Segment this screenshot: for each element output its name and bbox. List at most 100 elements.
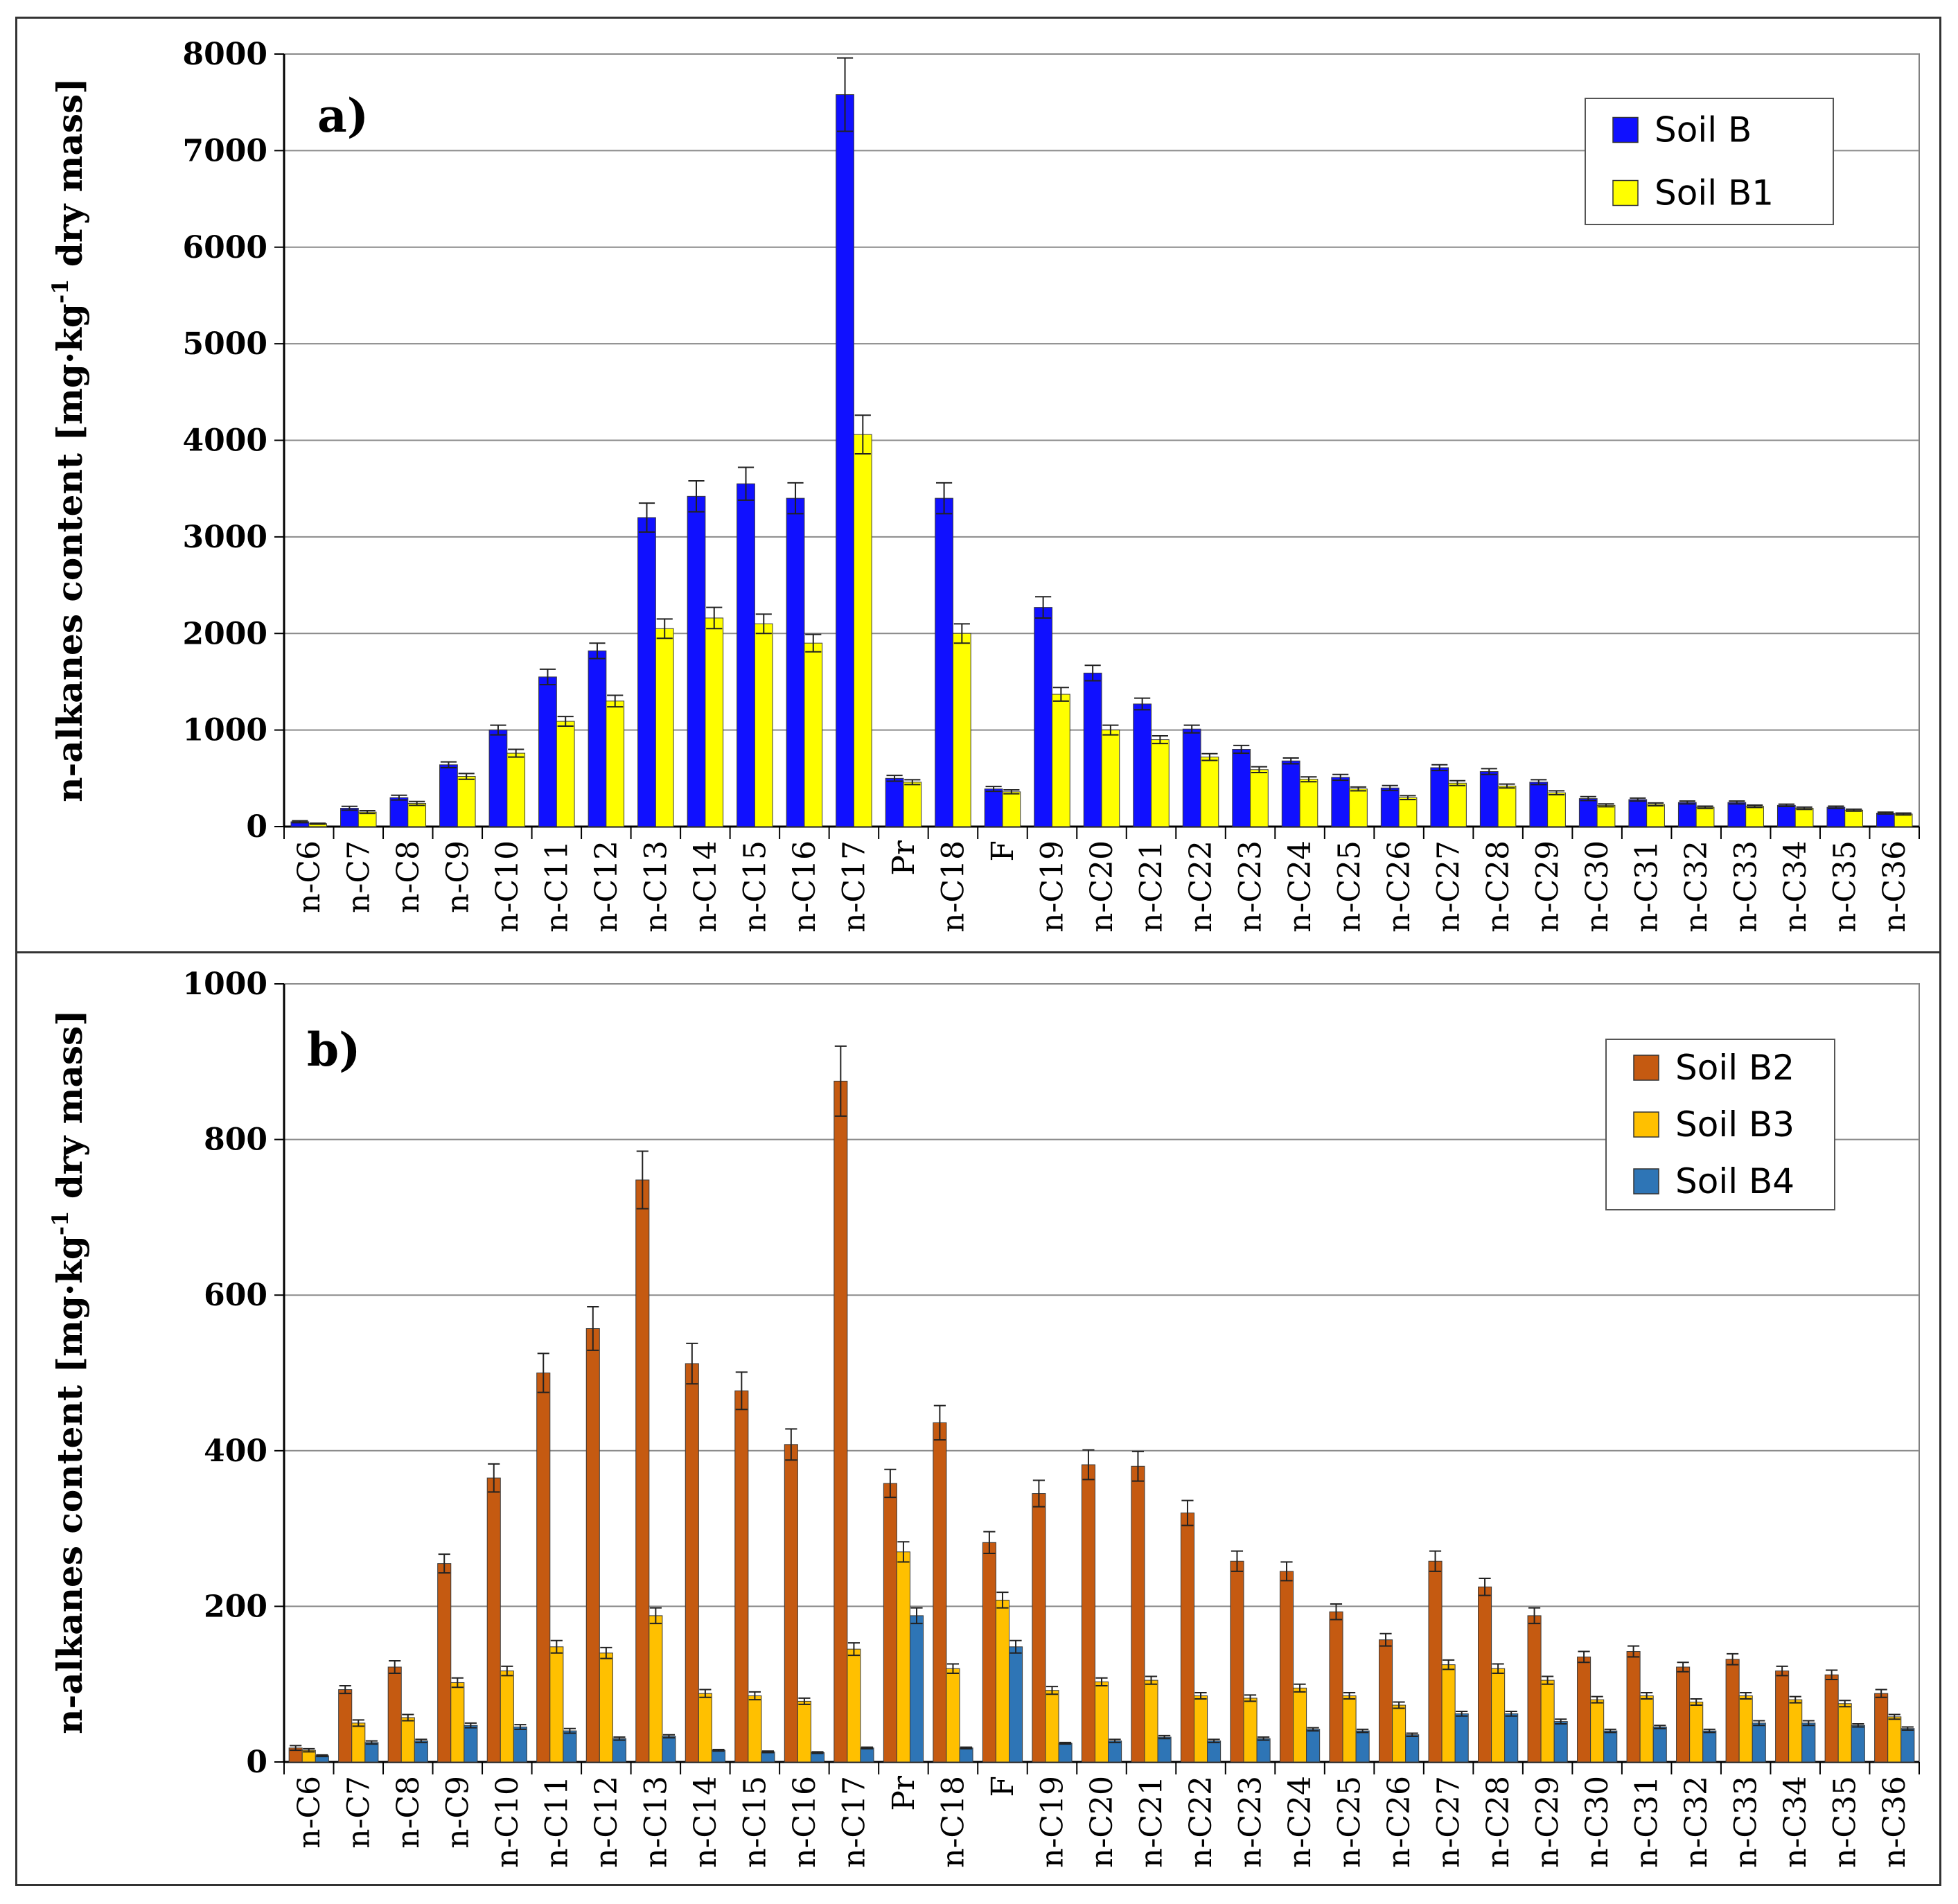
x-tick-label: n-C34 [1778,1776,1813,1868]
bar-soil-b [935,497,953,827]
bar-soil-b2 [933,1422,947,1763]
bar-soil-b2 [1230,1560,1244,1763]
bar-soil-b1 [903,782,922,827]
bar-soil-b1 [1051,694,1070,827]
bar-soil-b3 [351,1722,366,1763]
x-tick-label: n-C32 [1679,1776,1714,1868]
x-tick-label: n-C31 [1630,1776,1665,1868]
x-tick-label: n-C30 [1580,840,1615,933]
bar-soil-b2 [536,1373,551,1763]
y-tick-label: 1000 [183,967,267,1002]
x-tick-label: n-C22 [1183,1776,1219,1868]
bar-soil-b [1876,812,1895,827]
x-tick-label: n-C25 [1332,840,1368,933]
y-tick-label: 5000 [183,326,267,362]
x-tick-label: n-C9 [440,1776,475,1849]
bar-soil-b1 [1200,757,1219,827]
x-tick-label: n-C30 [1580,1776,1615,1868]
bar-soil-b2 [1676,1666,1691,1763]
x-tick-label: n-C6 [292,840,327,913]
bar-soil-b4 [1702,1730,1717,1763]
x-tick-label: n-C19 [1034,840,1070,933]
x-tick-label: n-C26 [1382,840,1417,933]
x-tick-label: n-C23 [1233,840,1269,933]
y-axis-label-superscript: -1 [47,1211,73,1236]
bar-soil-b2 [338,1689,353,1763]
x-tick-label: n-C20 [1084,1776,1120,1868]
bar-soil-b2 [1775,1671,1790,1763]
x-tick-label: n-C19 [1034,1776,1070,1868]
bar-soil-b4 [1009,1646,1023,1763]
bar-soil-b3 [748,1695,762,1763]
bar-soil-b2 [1478,1586,1492,1763]
bar-soil-b1 [1151,739,1170,827]
bar-soil-b3 [797,1700,811,1763]
x-tick-label: n-C36 [1877,840,1912,933]
x-tick-label: n-C31 [1630,840,1665,933]
bar-soil-b4 [1306,1729,1321,1763]
bar-soil-b1 [1250,769,1269,827]
x-tick-label: n-C28 [1481,1776,1516,1868]
y-tick-label: 1000 [183,713,267,748]
y-tick-label: 0 [246,809,267,845]
bar-soil-b1 [853,434,872,827]
x-tick-label: n-C11 [539,1776,574,1868]
x-tick-label: n-C17 [836,1776,872,1868]
bar-soil-b1 [1745,806,1764,827]
bar-soil-b1 [1101,730,1120,827]
bar-soil-b3 [946,1668,960,1763]
bar-soil-b4 [662,1736,676,1763]
bar-soil-b2 [784,1444,798,1763]
bar-soil-b3 [1392,1704,1406,1763]
y-tick-label: 2000 [183,616,267,651]
x-tick-label: n-C20 [1084,840,1120,933]
x-tick-label: n-C12 [589,1776,624,1868]
bar-soil-b3 [847,1648,861,1763]
x-tick-label: n-C24 [1282,840,1318,933]
bar-soil-b [1331,777,1350,827]
bar-soil-b1 [1349,788,1368,827]
bar-soil-b2 [1874,1693,1889,1763]
x-tick-label: n-C18 [935,1776,971,1868]
x-tick-label: n-C33 [1729,840,1764,933]
bar-soil-b3 [1243,1698,1258,1763]
bar-soil-b1 [1646,804,1665,827]
bar-soil-b [1034,607,1052,827]
bar-soil-b4 [1405,1734,1420,1763]
x-tick-label: n-C10 [490,1776,525,1868]
bar-soil-b [885,777,904,827]
bar-soil-b4 [909,1615,924,1763]
x-tick-label: n-C13 [638,1776,673,1868]
bar-soil-b2 [437,1563,452,1763]
bar-soil-b [1826,806,1846,827]
bar-soil-b3 [1788,1699,1803,1763]
bar-soil-b1 [952,633,971,827]
bar-soil-b2 [1428,1560,1443,1763]
legend-label: Soil B1 [1655,173,1774,213]
bar-soil-b3 [1837,1703,1852,1763]
bar-soil-b [1578,798,1598,827]
bar-soil-b1 [1002,791,1021,827]
y-tick-label: 0 [246,1745,267,1780]
x-tick-label: n-C15 [737,840,773,933]
x-tick-label: n-C11 [539,840,574,933]
x-tick-label: n-C21 [1134,1776,1170,1868]
bar-soil-b3 [1293,1687,1307,1763]
bar-soil-b4 [464,1725,478,1763]
bar-soil-b [1380,787,1400,827]
bar-soil-b4 [1157,1736,1172,1763]
x-tick-label: n-C14 [688,1776,723,1868]
bar-soil-b4 [1900,1728,1915,1763]
panel-label: b) [307,1023,360,1077]
x-tick-label: n-C27 [1431,1776,1467,1868]
x-tick-label: n-C6 [292,1776,327,1849]
bar-soil-b2 [1577,1656,1591,1763]
bar-soil-b2 [1180,1513,1194,1763]
bar-soil-b4 [612,1738,626,1763]
bar-soil-b1 [1448,782,1467,827]
x-tick-label: n-C15 [737,1776,773,1868]
legend-label: Soil B4 [1675,1161,1794,1201]
bar-soil-b4 [1108,1740,1122,1763]
bar-soil-b4 [1355,1730,1370,1763]
bar-soil-b2 [1378,1639,1393,1763]
